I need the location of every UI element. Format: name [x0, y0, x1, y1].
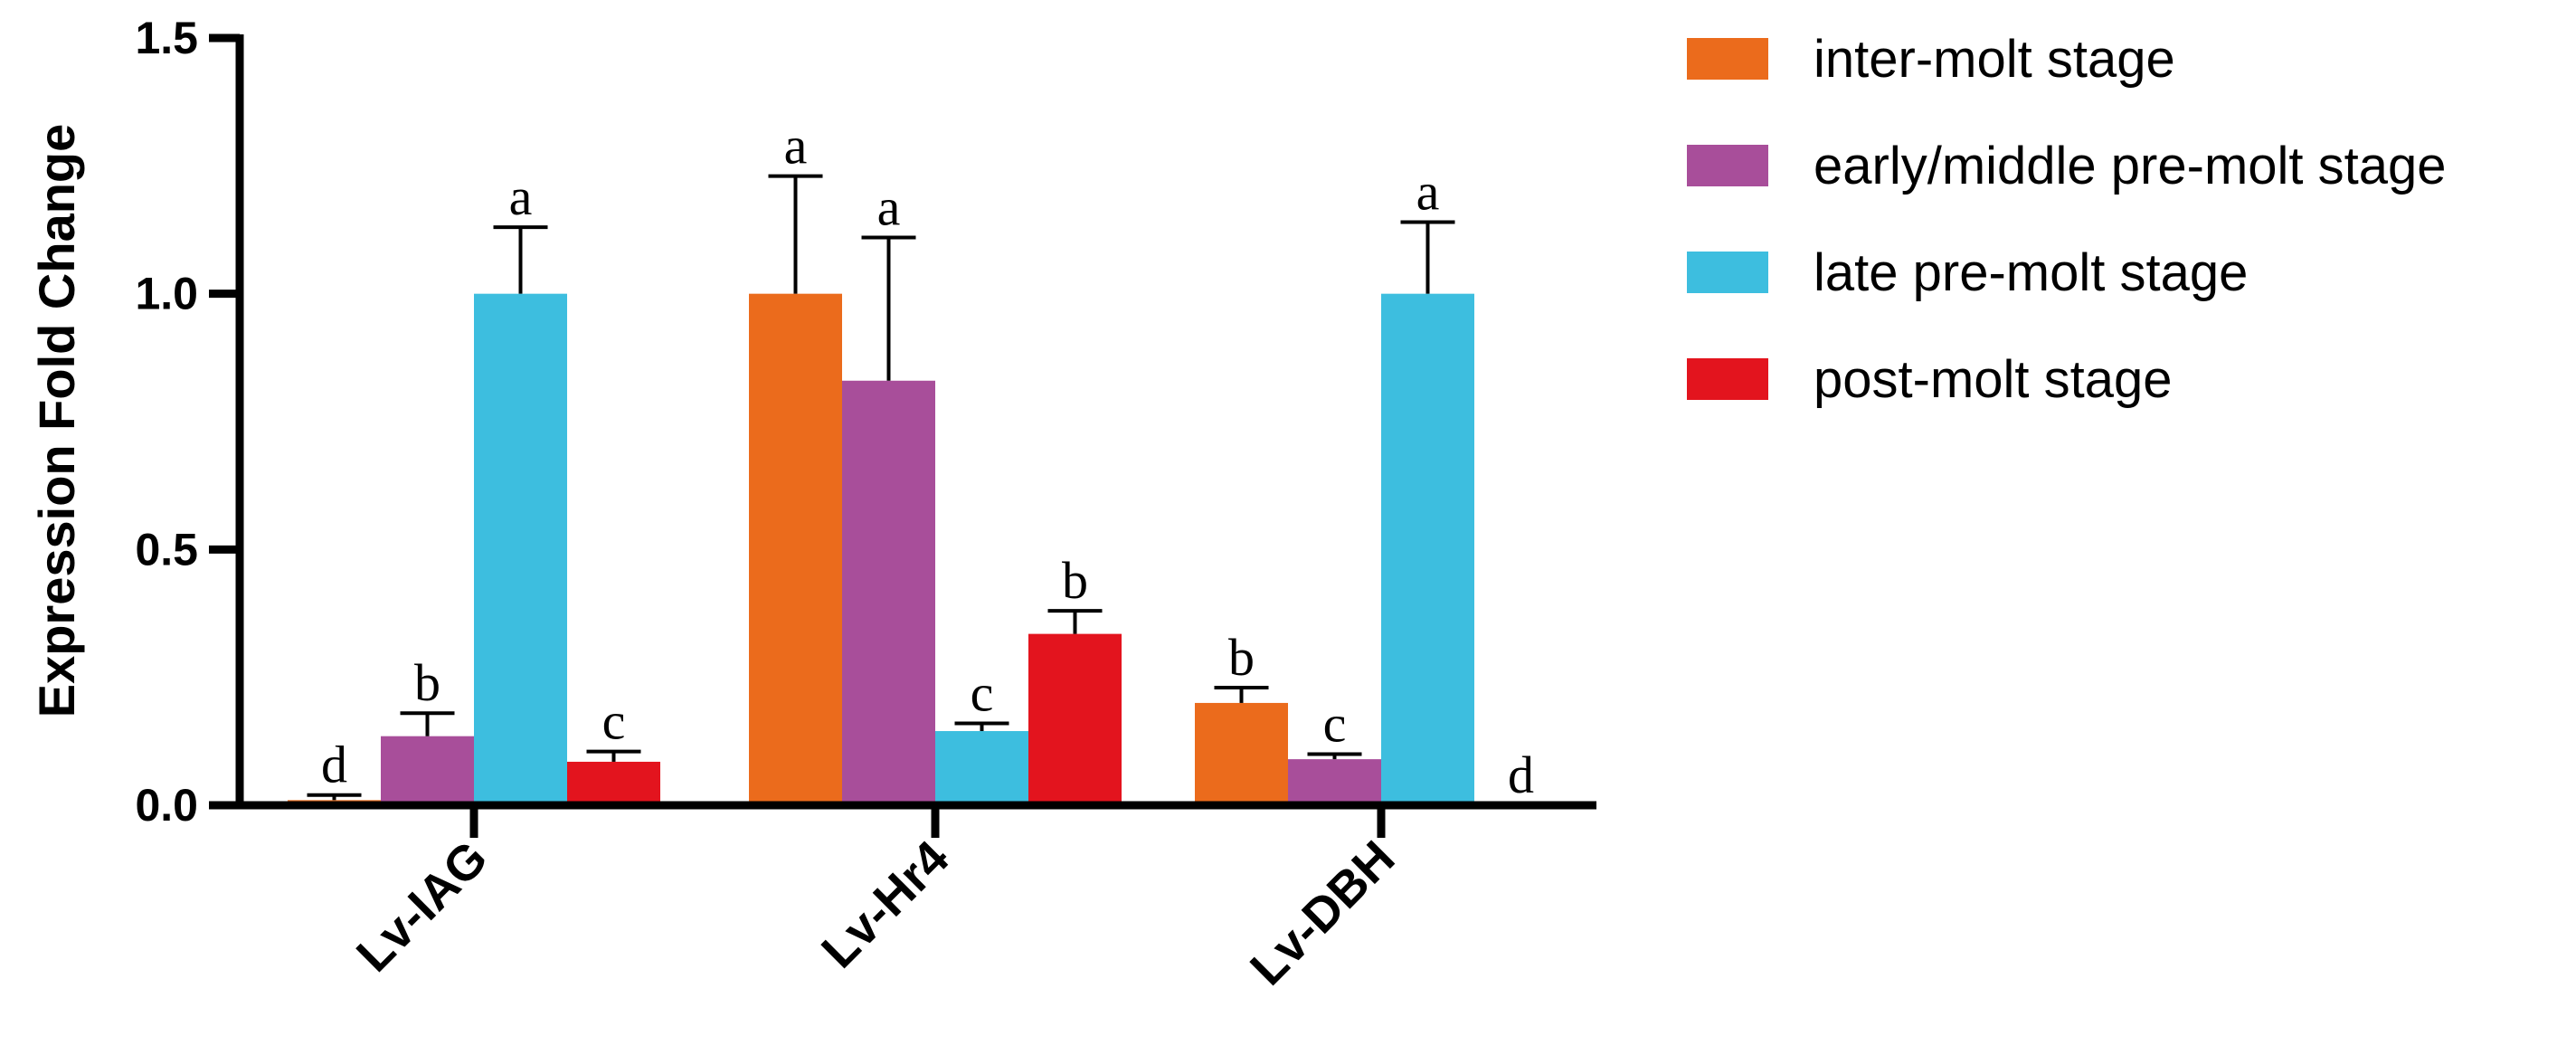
legend-swatch [1687, 252, 1768, 293]
legend: inter-molt stage early/middle pre-molt st… [1687, 30, 2447, 409]
legend-label: late pre-molt stage [1814, 243, 2248, 302]
y-axis-title: Expression Fold Change [28, 124, 85, 718]
bar-lv-hr4-series-2 [842, 380, 935, 805]
bar-lv-dbh-series-3 [1381, 293, 1474, 806]
bar-lv-hr4-series-3 [935, 731, 1028, 805]
x-tick-label: Lv-IAG [346, 831, 498, 983]
significance-letter: b [1228, 628, 1255, 687]
bar-lv-hr4-series-1 [749, 293, 842, 806]
bars-layer: d b a c a a c b b c a d [288, 117, 1534, 806]
x-tick-label: Lv-DBH [1240, 831, 1405, 995]
bar-lv-hr4-series-4 [1028, 633, 1122, 805]
bar-lv-dbh-series-2 [1288, 759, 1381, 805]
significance-letter: c [971, 664, 994, 723]
bar-lv-iag-series-3 [474, 293, 567, 806]
bar-lv-iag-series-4 [567, 761, 660, 805]
significance-letter: a [784, 117, 808, 176]
legend-item: post-molt stage [1687, 350, 2173, 409]
y-tick-label: 0.0 [135, 780, 198, 831]
legend-label: post-molt stage [1814, 350, 2173, 409]
legend-item: early/middle pre-molt stage [1687, 137, 2447, 195]
legend-label: early/middle pre-molt stage [1814, 137, 2447, 195]
legend-item: inter-molt stage [1687, 30, 2175, 89]
y-tick-label: 0.5 [135, 524, 198, 575]
bar-lv-dbh-series-1 [1195, 702, 1288, 805]
legend-swatch [1687, 358, 1768, 400]
bar-group-lv-hr4: a a c b [749, 117, 1122, 806]
legend-item: late pre-molt stage [1687, 243, 2248, 302]
significance-letter: b [414, 653, 440, 712]
significance-letter: c [602, 692, 626, 751]
x-tick-label: Lv-Hr4 [811, 831, 959, 978]
bar-lv-iag-series-2 [381, 736, 474, 805]
bar-group-lv-iag: d b a c [288, 167, 660, 806]
y-tick-label: 1.0 [135, 269, 198, 319]
legend-swatch [1687, 38, 1768, 80]
legend-swatch [1687, 145, 1768, 186]
significance-letter: a [509, 167, 533, 226]
bar-group-lv-dbh: b c a d [1195, 163, 1534, 806]
significance-letter: c [1323, 694, 1347, 753]
significance-letter: d [1508, 746, 1534, 804]
significance-letter: b [1062, 551, 1088, 610]
y-tick-label: 1.5 [135, 13, 198, 63]
significance-letter: d [321, 736, 347, 794]
significance-letter: a [1416, 163, 1440, 222]
significance-letter: a [877, 177, 901, 236]
legend-label: inter-molt stage [1814, 30, 2175, 89]
